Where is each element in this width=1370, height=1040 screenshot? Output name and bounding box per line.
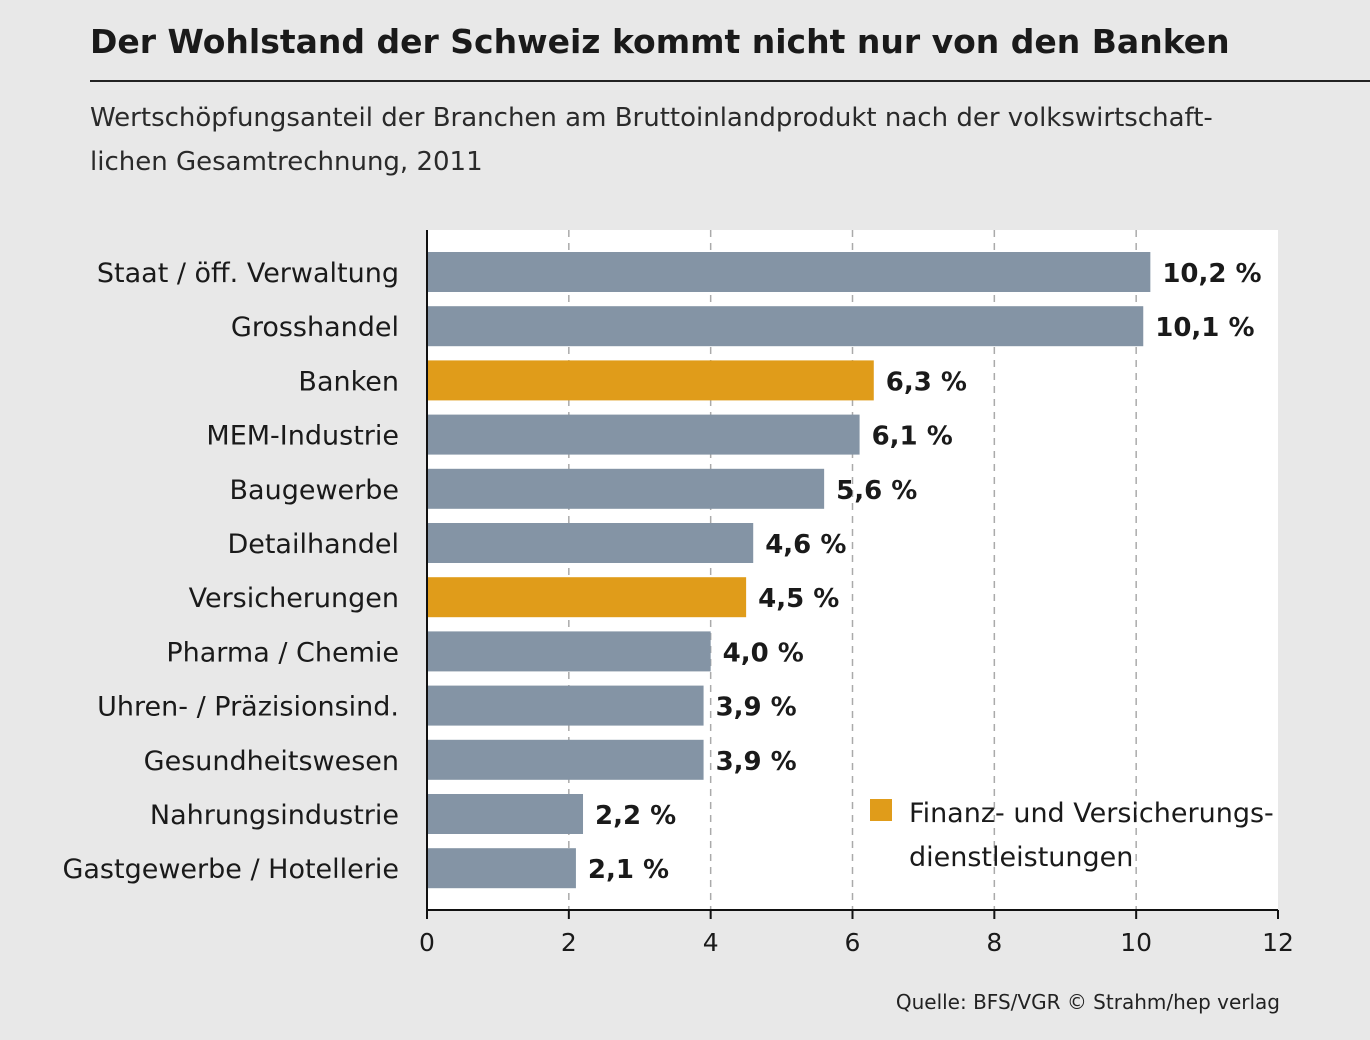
- bar: [427, 848, 576, 889]
- data-label: 3,9 %: [716, 747, 797, 777]
- legend: Finanz- und Versicherungs-dienstleistung…: [870, 798, 1274, 873]
- bar: [427, 252, 1151, 292]
- x-ticks: 0 2 4 6 8 10 12: [419, 910, 1294, 957]
- category-label: Grosshandel: [231, 312, 399, 343]
- bar-chart: Staat / öff. Verwaltung Grosshandel Banken…: [62, 230, 1294, 957]
- bar: [427, 739, 704, 780]
- category-label: Baugewerbe: [230, 475, 399, 506]
- category-label: Gastgewerbe / Hotellerie: [62, 854, 399, 885]
- bar: [427, 794, 584, 834]
- chart-subtitle: Wertschöpfungsanteil der Branchen am Bru…: [90, 103, 1213, 177]
- data-label: 10,1 %: [1155, 313, 1254, 343]
- bar: [427, 577, 747, 618]
- bar: [427, 306, 1144, 347]
- category-label: Gesundheitswesen: [144, 746, 399, 777]
- x-tick-label: 6: [845, 928, 861, 957]
- data-label: 6,3 %: [886, 367, 967, 397]
- chart-title: Der Wohlstand der Schweiz kommt nicht nu…: [90, 22, 1230, 61]
- data-label: 5,6 %: [836, 476, 917, 506]
- title-rule: [90, 80, 1370, 82]
- data-label: 4,6 %: [765, 530, 846, 560]
- bar: [427, 523, 754, 563]
- category-labels: Staat / öff. Verwaltung Grosshandel Banken…: [62, 258, 399, 885]
- grid-lines: [568, 230, 1137, 910]
- category-label: Versicherungen: [189, 583, 399, 614]
- x-tick-label: 2: [561, 928, 577, 957]
- data-label: 3,9 %: [716, 693, 797, 723]
- source-note: Quelle: BFS/VGR © Strahm/hep verlag: [895, 990, 1280, 1014]
- data-label: 10,2 %: [1162, 259, 1261, 289]
- x-tick-label: 10: [1120, 928, 1152, 957]
- category-label: Nahrungsindustrie: [150, 800, 399, 831]
- category-label: Banken: [298, 366, 399, 397]
- category-label: Uhren- / Präzisionsind.: [97, 692, 399, 723]
- data-label: 4,0 %: [723, 638, 804, 668]
- x-tick-label: 4: [703, 928, 719, 957]
- bar: [427, 468, 825, 509]
- bar: [427, 360, 874, 401]
- x-tick-label: 12: [1262, 928, 1294, 957]
- data-label: 2,2 %: [595, 801, 676, 831]
- legend-label-line1: Finanz- und Versicherungs-: [909, 798, 1274, 829]
- data-label: 4,5 %: [758, 584, 839, 614]
- data-label: 6,1 %: [872, 422, 953, 452]
- category-label: MEM-Industrie: [206, 421, 399, 452]
- bars: [427, 252, 1151, 889]
- data-label: 2,1 %: [588, 855, 669, 885]
- x-tick-label: 0: [419, 928, 435, 957]
- legend-swatch: [870, 799, 892, 821]
- bar: [427, 631, 711, 672]
- bar: [427, 685, 704, 726]
- category-label: Pharma / Chemie: [166, 637, 399, 668]
- x-tick-label: 8: [986, 928, 1002, 957]
- category-label: Staat / öff. Verwaltung: [97, 258, 399, 289]
- legend-label-line2: dienstleistungen: [909, 842, 1133, 873]
- category-label: Detailhandel: [227, 529, 399, 560]
- bar: [427, 414, 860, 455]
- value-labels: 10,2 % 10,1 % 6,3 % 6,1 % 5,6 % 4,6 % 4,5 % 4,0…: [588, 259, 1262, 885]
